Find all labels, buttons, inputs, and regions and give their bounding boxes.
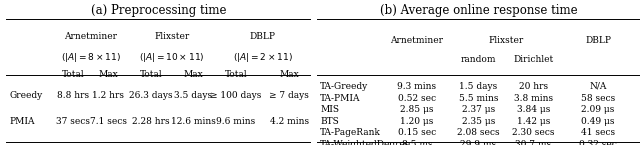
Text: TA-PageRank: TA-PageRank (320, 128, 381, 137)
Text: 41 secs: 41 secs (581, 128, 615, 137)
Text: PMIA: PMIA (10, 117, 35, 126)
Text: 2.30 secs: 2.30 secs (512, 128, 555, 137)
Text: 5.5 mins: 5.5 mins (459, 94, 498, 103)
Text: 2.08 secs: 2.08 secs (457, 128, 500, 137)
Text: Total: Total (62, 70, 84, 79)
Text: 1.5 days: 1.5 days (460, 82, 497, 91)
Text: DBLP: DBLP (585, 36, 611, 45)
Text: (b) Average online response time: (b) Average online response time (380, 4, 577, 17)
Text: 2.09 μs: 2.09 μs (581, 105, 614, 114)
Text: MIS: MIS (320, 105, 339, 114)
Text: DBLP: DBLP (250, 32, 275, 41)
Text: $(|A| = 10 \times 11)$: $(|A| = 10 \times 11)$ (140, 51, 205, 64)
Text: 3.8 mins: 3.8 mins (514, 94, 553, 103)
Text: 8.8 hrs: 8.8 hrs (57, 91, 90, 100)
Text: Max: Max (184, 70, 204, 79)
Text: 0.15 sec: 0.15 sec (398, 128, 436, 137)
Text: ≥ 100 days: ≥ 100 days (210, 91, 262, 100)
Text: 2.37 μs: 2.37 μs (462, 105, 495, 114)
Text: 9.3 mins: 9.3 mins (397, 82, 436, 91)
Text: Total: Total (225, 70, 247, 79)
Text: (a) Preprocessing time: (a) Preprocessing time (91, 4, 226, 17)
Text: Greedy: Greedy (10, 91, 43, 100)
Text: TA-WeightedDegree: TA-WeightedDegree (320, 140, 412, 145)
Text: Arnetminer: Arnetminer (390, 36, 444, 45)
Text: 0.32 sec: 0.32 sec (579, 140, 617, 145)
Text: Max: Max (279, 70, 299, 79)
Text: ≥ 7 days: ≥ 7 days (269, 91, 309, 100)
Text: 3.5 days: 3.5 days (174, 91, 212, 100)
Text: Flixster: Flixster (154, 32, 189, 41)
Text: random: random (461, 55, 496, 64)
Text: 7.1 secs: 7.1 secs (90, 117, 127, 126)
Text: N/A: N/A (589, 82, 607, 91)
Text: Max: Max (99, 70, 118, 79)
Text: TA-Greedy: TA-Greedy (320, 82, 368, 91)
Text: 4.2 mins: 4.2 mins (269, 117, 308, 126)
Text: 8.5 ms: 8.5 ms (402, 140, 432, 145)
Text: 26.3 days: 26.3 days (129, 91, 173, 100)
Text: TA-PMIA: TA-PMIA (320, 94, 360, 103)
Text: $(|A| = 8 \times 11)$: $(|A| = 8 \times 11)$ (61, 51, 120, 64)
Text: Total: Total (140, 70, 162, 79)
Text: 1.2 hrs: 1.2 hrs (92, 91, 124, 100)
Text: 1.42 μs: 1.42 μs (516, 117, 550, 126)
Text: 58 secs: 58 secs (581, 94, 615, 103)
Text: 2.28 hrs: 2.28 hrs (132, 117, 170, 126)
Text: Dirichlet: Dirichlet (513, 55, 554, 64)
Text: 9.6 mins: 9.6 mins (216, 117, 255, 126)
Text: 30.7 ms: 30.7 ms (515, 140, 552, 145)
Text: 20 hrs: 20 hrs (519, 82, 548, 91)
Text: Arnetminer: Arnetminer (64, 32, 117, 41)
Text: BTS: BTS (320, 117, 339, 126)
Text: 1.20 μs: 1.20 μs (400, 117, 434, 126)
Text: 0.49 μs: 0.49 μs (581, 117, 615, 126)
Text: 2.35 μs: 2.35 μs (461, 117, 495, 126)
Text: Flixster: Flixster (488, 36, 524, 45)
Text: 12.6 mins: 12.6 mins (171, 117, 216, 126)
Text: 37 secs: 37 secs (56, 117, 90, 126)
Text: 3.84 μs: 3.84 μs (516, 105, 550, 114)
Text: $(|A| = 2 \times 11)$: $(|A| = 2 \times 11)$ (233, 51, 292, 64)
Text: 2.85 μs: 2.85 μs (400, 105, 434, 114)
Text: 0.52 sec: 0.52 sec (398, 94, 436, 103)
Text: 29.9 ms: 29.9 ms (460, 140, 497, 145)
